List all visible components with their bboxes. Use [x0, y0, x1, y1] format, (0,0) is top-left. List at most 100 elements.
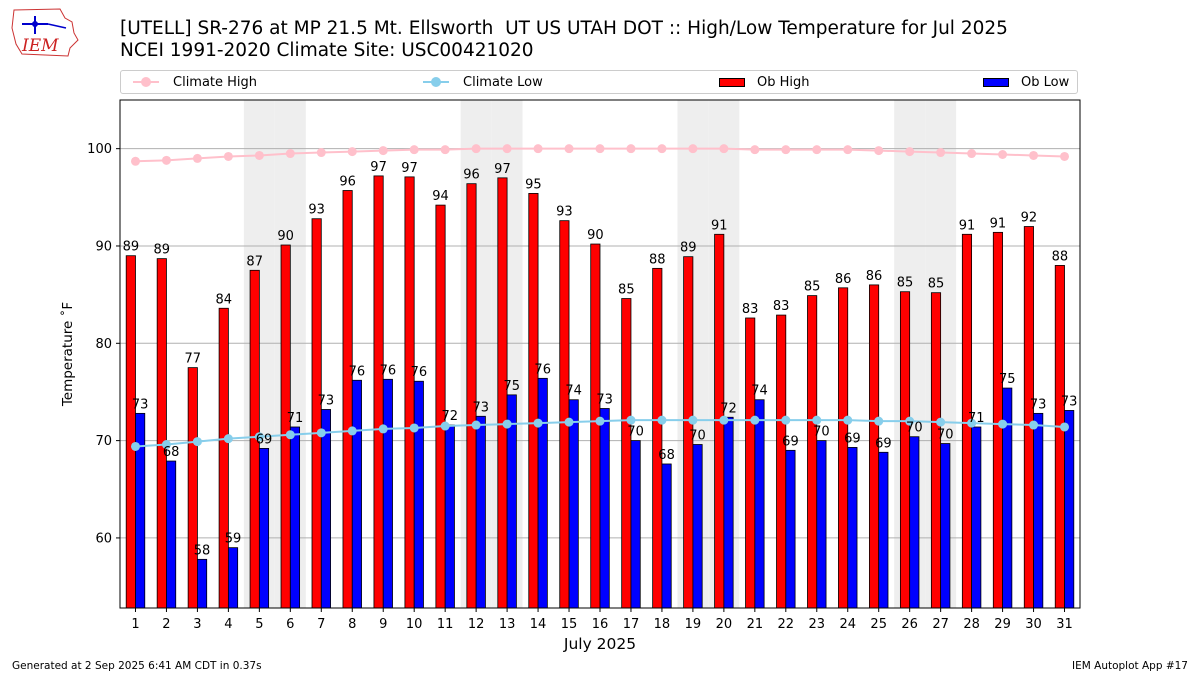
ob-low-label: 59: [225, 532, 242, 547]
ob-low-label: 69: [782, 434, 799, 449]
x-tick-label: 15: [561, 617, 578, 632]
climate-low-swatch: [423, 77, 449, 87]
ob-high-bar: [807, 295, 818, 609]
x-tick-label: 23: [809, 617, 826, 632]
ob-low-bar: [351, 379, 362, 609]
ob-low-label: 58: [194, 543, 211, 558]
ob-high-label: 95: [525, 177, 542, 192]
ob-high-bar: [528, 193, 539, 609]
x-tick-label: 21: [747, 617, 764, 632]
ob-low-label: 72: [720, 401, 737, 416]
climate-high-point: [564, 144, 574, 154]
ob-high-label: 91: [711, 218, 728, 233]
ob-low-label: 72: [442, 409, 459, 424]
ob-low-label: 69: [844, 431, 861, 446]
climate-low-point: [409, 423, 419, 433]
ob-high-label: 88: [649, 252, 666, 267]
ob-high-label: 77: [185, 352, 202, 367]
x-tick-label: 17: [623, 617, 640, 632]
ob-low-label: 71: [287, 411, 304, 426]
ob-low-bar: [537, 377, 548, 609]
legend-label: Ob Low: [1021, 74, 1070, 90]
climate-low-point: [812, 415, 822, 425]
climate-low-point: [719, 415, 729, 425]
climate-high-point: [936, 148, 946, 158]
ob-high-bar: [342, 190, 353, 609]
climate-low-point: [223, 434, 233, 444]
ob-low-label: 75: [503, 379, 520, 394]
ob-high-label: 97: [370, 160, 387, 175]
ob-high-bar: [218, 307, 229, 609]
climate-high-point: [502, 144, 512, 154]
ob-low-bar: [723, 416, 734, 609]
x-tick-label: 16: [592, 617, 609, 632]
y-tick-label: 100: [87, 142, 112, 157]
ob-high-bar: [466, 183, 477, 609]
ob-low-label: 76: [380, 363, 397, 378]
ob-high-label: 90: [587, 228, 604, 243]
ob-high-bar: [187, 367, 198, 609]
x-tick-label: 19: [685, 617, 702, 632]
ob-high-label: 90: [277, 229, 294, 244]
ob-high-bar: [652, 267, 663, 609]
x-tick-label: 9: [379, 617, 387, 632]
chart-legend: Climate High Climate Low Ob High Ob Low: [120, 70, 1078, 94]
climate-high-point: [843, 145, 853, 155]
climate-high-point: [750, 145, 760, 155]
climate-high-point: [967, 149, 977, 159]
ob-high-bar: [373, 175, 384, 609]
iem-logo: IEM: [11, 8, 79, 57]
ob-high-label: 89: [123, 240, 140, 255]
x-tick-label: 26: [901, 617, 918, 632]
x-tick-label: 29: [994, 617, 1011, 632]
ob-high-label: 86: [835, 272, 852, 287]
y-axis-label: Temperature ˚F: [59, 302, 76, 407]
x-tick-label: 25: [870, 617, 887, 632]
ob-high-bar: [435, 204, 446, 609]
climate-low-point: [626, 415, 636, 425]
ob-low-label: 76: [349, 364, 366, 379]
x-tick-label: 11: [437, 617, 454, 632]
x-tick-label: 30: [1025, 617, 1042, 632]
climate-low-point: [533, 418, 543, 428]
ob-high-label: 85: [804, 280, 821, 295]
x-tick-label: 22: [778, 617, 795, 632]
ob-low-label: 69: [256, 432, 273, 447]
climate-low-point: [688, 415, 698, 425]
y-tick-label: 70: [95, 434, 112, 449]
climate-low-point: [316, 428, 326, 438]
ob-low-label: 73: [132, 397, 149, 412]
x-tick-label: 8: [348, 617, 356, 632]
climate-low-point: [998, 419, 1008, 429]
climate-high-point: [223, 151, 233, 161]
ob-high-label: 85: [928, 277, 945, 292]
ob-high-bar: [621, 298, 632, 609]
ob-low-bar: [1033, 412, 1044, 609]
climate-high-point: [192, 153, 202, 163]
ob-high-label: 91: [990, 216, 1007, 231]
chart-title: [UTELL] SR-276 at MP 21.5 Mt. Ellsworth …: [120, 18, 1008, 39]
ob-high-label: 96: [463, 168, 480, 183]
climate-high-point: [409, 145, 419, 155]
ob-low-bar: [599, 408, 610, 609]
ob-low-bar: [1064, 410, 1075, 609]
ob-high-bar: [280, 244, 291, 609]
x-tick-label: 3: [193, 617, 201, 632]
y-tick-label: 80: [95, 337, 112, 352]
ob-high-bar: [404, 176, 415, 609]
climate-low-point: [595, 416, 605, 426]
ob-low-label: 68: [658, 448, 675, 463]
ob-low-swatch: [983, 77, 1009, 87]
legend-label: Ob High: [757, 74, 810, 90]
x-tick-label: 31: [1056, 617, 1073, 632]
x-tick-label: 27: [932, 617, 949, 632]
climate-low-point: [285, 430, 295, 440]
ob-low-label: 74: [565, 384, 582, 399]
ob-high-label: 89: [154, 243, 171, 258]
ob-low-bar: [475, 415, 486, 609]
ob-low-bar: [630, 440, 641, 609]
climate-low-point: [750, 415, 760, 425]
ob-low-label: 73: [1061, 394, 1078, 409]
climate-low-point: [1060, 422, 1070, 432]
climate-low-point: [874, 416, 884, 426]
